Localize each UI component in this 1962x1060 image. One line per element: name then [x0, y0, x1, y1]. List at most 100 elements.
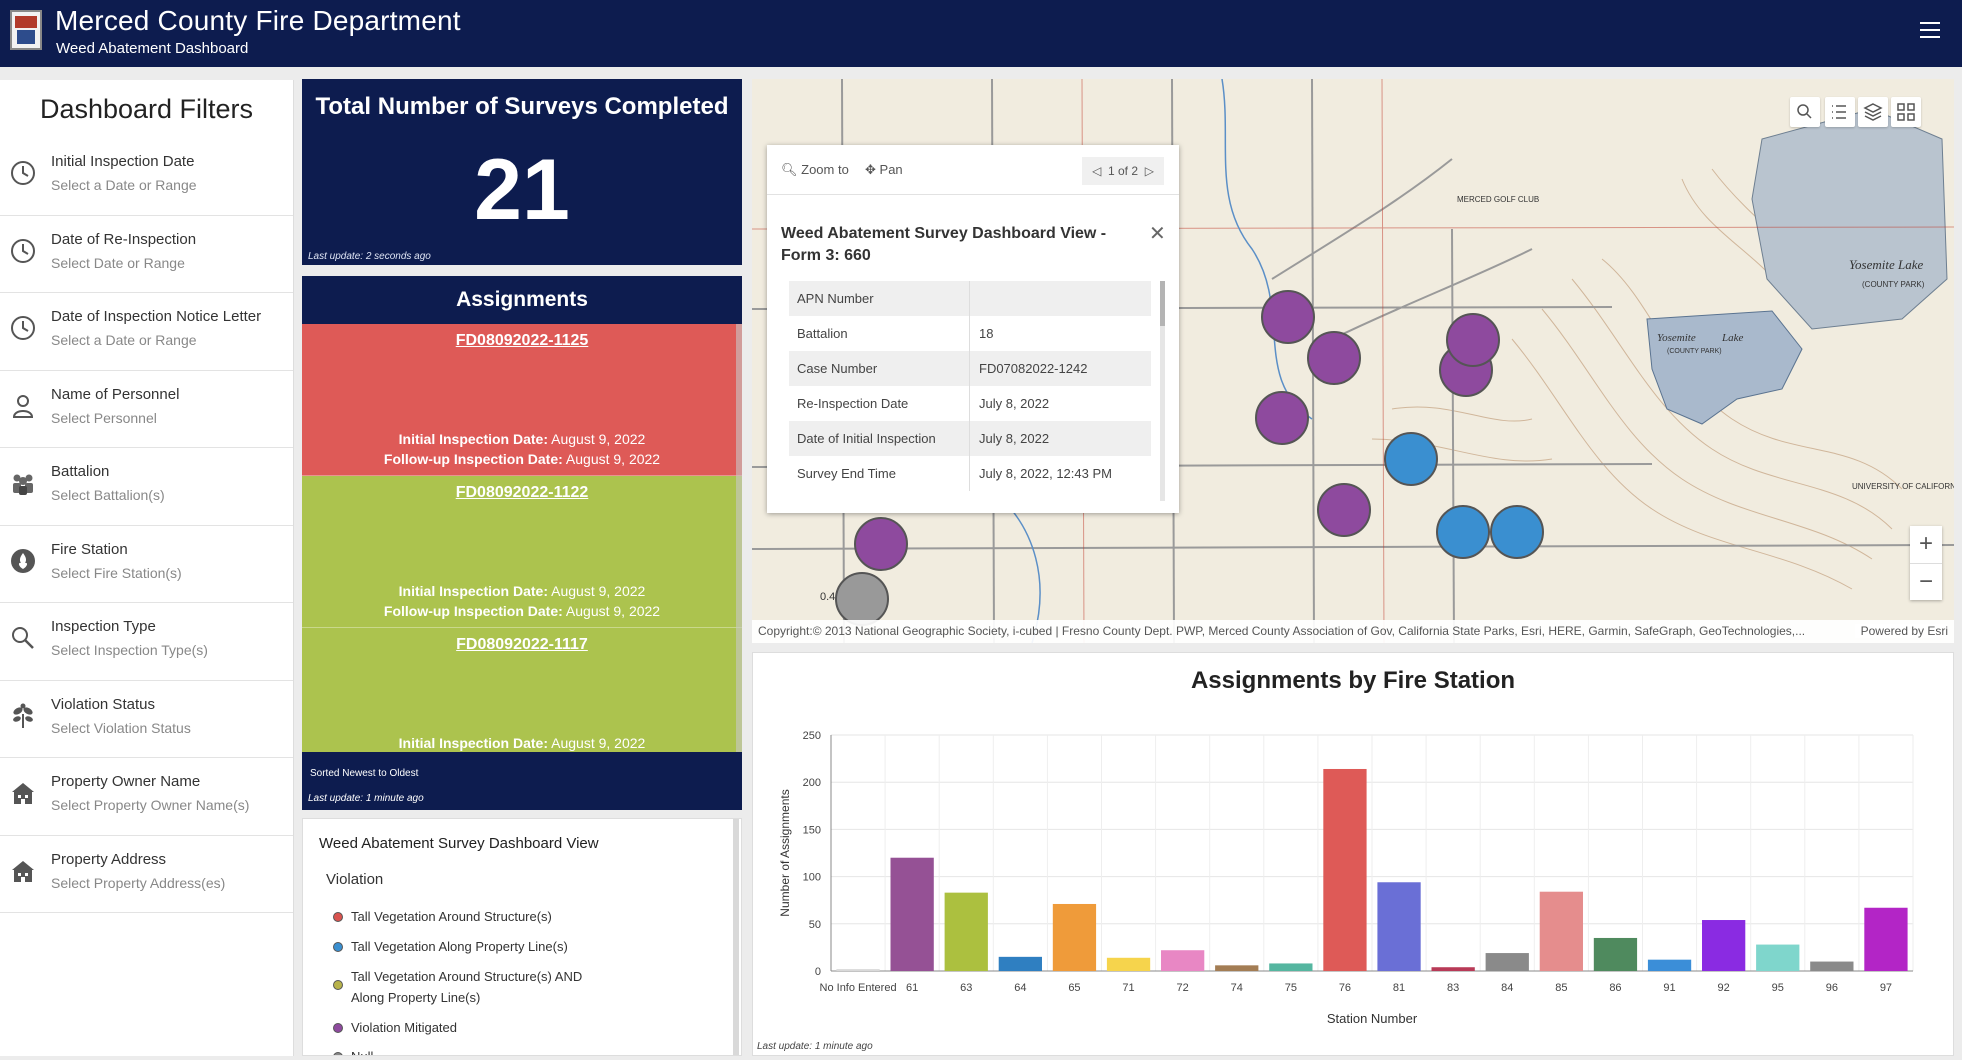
- x-tick-label: 97: [1880, 982, 1892, 994]
- assignment-id-link[interactable]: FD08092022-1125: [455, 332, 589, 349]
- map-search-button[interactable]: [1790, 97, 1820, 127]
- menu-icon[interactable]: [1920, 22, 1940, 38]
- attribute-key: Date of Initial Inspection: [797, 431, 936, 446]
- x-tick-label: 64: [1014, 982, 1026, 994]
- pan-button[interactable]: ✥ Pan: [865, 162, 903, 178]
- x-tick-label: 74: [1231, 982, 1243, 994]
- zoom-out-button[interactable]: −: [1910, 563, 1942, 600]
- filter-violation-status[interactable]: Violation Status Select Violation Status: [0, 681, 293, 758]
- filter-personnel[interactable]: Name of Personnel Select Personnel: [0, 371, 293, 448]
- survey-marker[interactable]: [1261, 290, 1315, 344]
- survey-marker[interactable]: [1255, 391, 1309, 445]
- sort-note: Sorted Newest to Oldest: [310, 768, 419, 779]
- attribute-row: APN Number: [789, 281, 1151, 316]
- assignment-id-link[interactable]: FD08092022-1122: [455, 484, 589, 501]
- map-label-lake2b: Lake: [1721, 332, 1744, 344]
- popup-pager[interactable]: ◁ 1 of 2 ▷: [1082, 157, 1164, 185]
- powered-by-text[interactable]: Powered by Esri: [1854, 624, 1948, 638]
- filter-fire-station[interactable]: Fire Station Select Fire Station(s): [0, 526, 293, 603]
- legend-swatch: [333, 1052, 343, 1055]
- map-label-university: UNIVERSITY OF CALIFORNIA, MERCED: [1852, 482, 1954, 491]
- assignment-card[interactable]: FD08092022-1122 Initial Inspection Date:…: [302, 476, 742, 628]
- map-view[interactable]: Yosemite Lake (COUNTY PARK) Yosemite Lak…: [752, 79, 1954, 643]
- filter-property-owner[interactable]: Property Owner Name Select Property Owne…: [0, 758, 293, 836]
- survey-marker[interactable]: [1436, 505, 1490, 559]
- survey-marker[interactable]: [1384, 432, 1438, 486]
- legend-label: Null: [351, 1046, 373, 1055]
- attribute-key: APN Number: [797, 291, 874, 306]
- survey-marker[interactable]: [854, 517, 908, 571]
- legend-label-continued: Along Property Line(s): [351, 990, 481, 1005]
- popup-title: Weed Abatement Survey Dashboard View - F…: [781, 225, 1107, 264]
- map-label-lake: Yosemite Lake: [1849, 257, 1923, 272]
- map-label-lake2: Yosemite: [1657, 332, 1696, 344]
- next-icon[interactable]: ▷: [1144, 164, 1154, 178]
- map-basemap-button[interactable]: [1891, 97, 1921, 127]
- survey-marker[interactable]: [1307, 331, 1361, 385]
- popup-toolbar: 🔍︎ Zoom to ✥ Pan ◁ 1 of 2 ▷: [767, 145, 1179, 195]
- y-tick-label: 200: [803, 777, 821, 789]
- popup-scrollbar[interactable]: [1160, 281, 1165, 501]
- zoom-controls: + −: [1910, 526, 1942, 600]
- zoom-in-button[interactable]: +: [1918, 530, 1933, 557]
- layers-icon: [1863, 103, 1883, 121]
- y-tick-label: 100: [803, 872, 821, 884]
- assignment-id-link[interactable]: FD08092022-1117: [456, 636, 588, 653]
- legend-swatch: [333, 942, 343, 952]
- bar-station-91: [1647, 959, 1692, 971]
- assignments-list: FD08092022-1125 Initial Inspection Date:…: [302, 324, 742, 752]
- filter-notice-letter-date[interactable]: Date of Inspection Notice Letter Select …: [0, 293, 293, 371]
- filter-battalion[interactable]: Battalion Select Battalion(s): [0, 448, 293, 526]
- chart-title: Assignments by Fire Station: [1190, 667, 1516, 694]
- previous-icon[interactable]: ◁: [1092, 164, 1102, 178]
- map-layers-button[interactable]: [1858, 97, 1888, 127]
- legend-swatch: [333, 912, 343, 922]
- bar-station-81: [1377, 882, 1421, 971]
- group-icon: [13, 474, 33, 495]
- bar-station-83: [1431, 967, 1475, 971]
- filter-initial-inspection-date[interactable]: Initial Inspection Date Select a Date or…: [0, 138, 293, 216]
- x-tick-label: 86: [1609, 982, 1621, 994]
- survey-marker[interactable]: [835, 572, 889, 626]
- filter-placeholder: Select a Date or Range: [51, 177, 197, 193]
- filter-re-inspection-date[interactable]: Date of Re-Inspection Select Date or Ran…: [0, 216, 293, 293]
- legend-scrollbar[interactable]: [733, 819, 739, 1055]
- attribute-row: Battalion 18: [789, 316, 1151, 351]
- survey-marker[interactable]: [1317, 483, 1371, 537]
- filter-placeholder: Select Inspection Type(s): [51, 642, 208, 658]
- assignments-scrollbar[interactable]: [736, 324, 742, 752]
- assignment-card[interactable]: FD08092022-1125 Initial Inspection Date:…: [302, 324, 742, 476]
- dashboard-filters-panel: Dashboard Filters Initial Inspection Dat…: [0, 80, 294, 1056]
- plant-icon: [13, 703, 33, 728]
- initial-inspection-line: Initial Inspection Date: August 9, 2022: [302, 431, 742, 447]
- followup-inspection-line: Follow-up Inspection Date: August 9, 202…: [302, 603, 742, 619]
- zoom-to-button[interactable]: 🔍︎ Zoom to: [781, 162, 849, 178]
- survey-marker[interactable]: [1490, 505, 1544, 559]
- initial-inspection-line: Initial Inspection Date: August 9, 2022: [302, 583, 742, 599]
- attribute-row: Case Number FD07082022-1242: [789, 351, 1151, 386]
- attribute-value: July 8, 2022: [979, 396, 1050, 411]
- pan-label: Pan: [879, 162, 903, 177]
- assignment-card[interactable]: FD08092022-1117 Initial Inspection Date:…: [302, 628, 742, 752]
- bar-station-86: [1593, 937, 1638, 971]
- map-legend-button[interactable]: [1825, 97, 1855, 127]
- map-legend-panel: Weed Abatement Survey Dashboard View Vio…: [302, 818, 742, 1056]
- filter-inspection-type[interactable]: Inspection Type Select Inspection Type(s…: [0, 603, 293, 681]
- total-surveys-indicator: Total Number of Surveys Completed 21 Las…: [302, 79, 742, 265]
- filter-label: Date of Re-Inspection: [51, 230, 197, 248]
- x-tick-label: 96: [1826, 982, 1838, 994]
- attribute-row: Date of Initial Inspection July 8, 2022: [789, 421, 1151, 456]
- x-tick-label: 95: [1772, 982, 1784, 994]
- zoom-to-icon: 🔍︎: [781, 162, 798, 177]
- person-icon: [12, 394, 34, 418]
- attribute-key: Battalion: [797, 326, 848, 341]
- filter-placeholder: Select a Date or Range: [51, 332, 197, 348]
- filter-placeholder: Select Property Owner Name(s): [51, 797, 250, 813]
- filter-label: Fire Station: [51, 540, 128, 558]
- clock-icon: [11, 238, 35, 263]
- y-axis-label: Number of Assignments: [778, 789, 792, 916]
- close-icon[interactable]: ✕: [1149, 223, 1166, 245]
- survey-marker[interactable]: [1446, 313, 1500, 367]
- followup-inspection-label: Follow-up Inspection Date:: [383, 451, 563, 467]
- filter-property-address[interactable]: Property Address Select Property Address…: [0, 836, 293, 913]
